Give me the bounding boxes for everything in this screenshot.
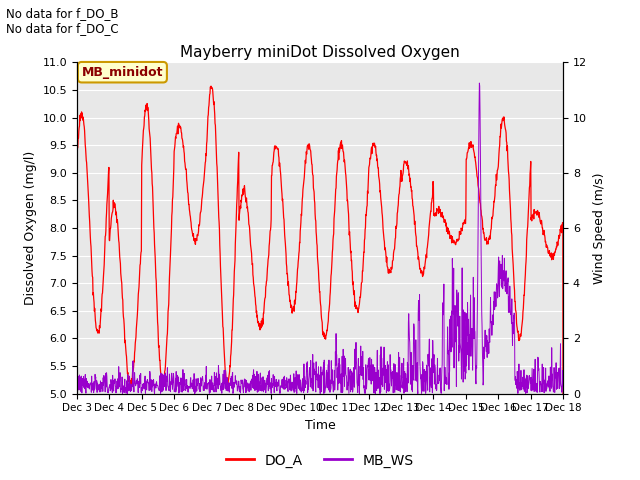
Text: MB_minidot: MB_minidot — [82, 66, 163, 79]
Text: No data for f_DO_B: No data for f_DO_B — [6, 7, 119, 20]
Title: Mayberry miniDot Dissolved Oxygen: Mayberry miniDot Dissolved Oxygen — [180, 45, 460, 60]
X-axis label: Time: Time — [305, 419, 335, 432]
Text: No data for f_DO_C: No data for f_DO_C — [6, 22, 119, 35]
Legend: DO_A, MB_WS: DO_A, MB_WS — [221, 448, 419, 473]
Y-axis label: Dissolved Oxygen (mg/l): Dissolved Oxygen (mg/l) — [24, 151, 37, 305]
Y-axis label: Wind Speed (m/s): Wind Speed (m/s) — [593, 172, 605, 284]
